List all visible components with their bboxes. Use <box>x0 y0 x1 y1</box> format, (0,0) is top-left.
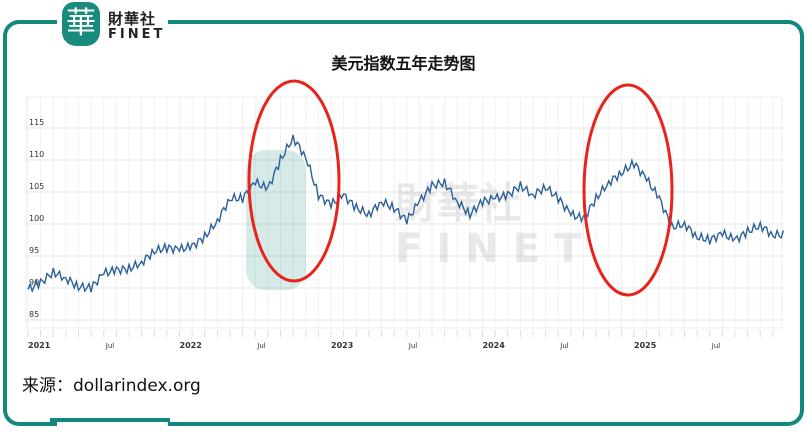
x-tick-label: 2022 <box>180 341 202 350</box>
watermark-badge <box>246 150 306 290</box>
x-tick-label: 2025 <box>634 341 657 350</box>
highlight-ellipse-2022 <box>247 79 341 283</box>
logo-badge-icon: 華 <box>62 2 100 46</box>
y-tick-label: 85 <box>29 310 39 319</box>
x-tick-label: Jul <box>711 342 721 350</box>
y-tick-label: 110 <box>29 150 44 159</box>
y-axis: 85 90 95 100 105 110 115 <box>29 118 44 319</box>
frame-border-left <box>3 20 57 426</box>
y-tick-label: 100 <box>29 214 44 223</box>
y-tick-label: 115 <box>29 118 44 127</box>
logo-cn-text: 財華社 <box>108 10 157 28</box>
highlight-ellipse-2025 <box>582 83 674 297</box>
watermark: 財華社 FINET <box>246 150 595 290</box>
series-line <box>27 134 785 294</box>
x-tick-label: Jul <box>408 342 418 350</box>
source-note: 来源：dollarindex.org <box>22 376 201 396</box>
y-tick-label: 95 <box>29 246 39 255</box>
watermark-en: FINET <box>395 226 595 272</box>
x-tick-label: 2021 <box>28 341 51 350</box>
x-tick-label: Jul <box>105 342 115 350</box>
grid <box>25 96 783 337</box>
logo-en-text: FINET <box>108 27 166 42</box>
plot-area <box>25 96 783 329</box>
y-tick-label: 105 <box>29 182 44 191</box>
y-tick-label: 90 <box>29 278 39 287</box>
frame-border-right <box>168 20 804 426</box>
chart-title: 美元指数五年走势图 <box>331 54 476 73</box>
x-tick-label: 2023 <box>331 341 353 350</box>
x-tick-label: 2024 <box>483 341 506 350</box>
x-tick-label: Jul <box>256 342 266 350</box>
x-axis: 2021 Jul 2022 Jul 2023 Jul 2024 Jul 2025 Jul <box>28 341 720 350</box>
frame-border-bottom <box>50 418 170 422</box>
finet-logo: 華 財華社 FINET <box>58 2 168 46</box>
x-tick-label: Jul <box>559 342 569 350</box>
